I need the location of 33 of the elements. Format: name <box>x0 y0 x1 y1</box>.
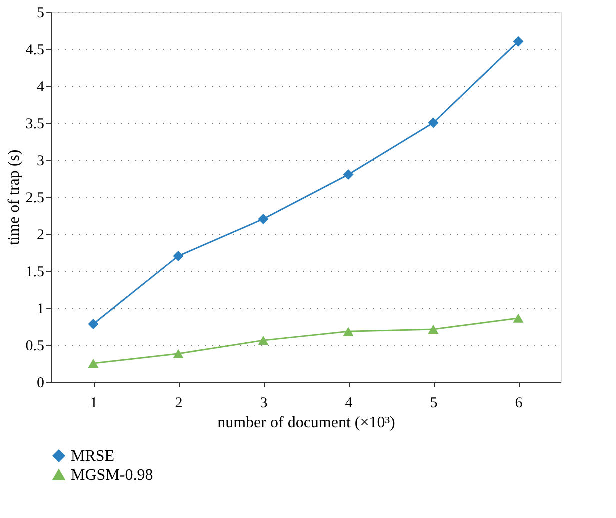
y-tick-label: 1 <box>37 302 44 318</box>
x-tick-label: 2 <box>175 396 183 412</box>
x-tick-label: 5 <box>430 396 438 412</box>
point <box>428 118 439 128</box>
legend-label: MGSM-0.98 <box>71 467 154 484</box>
y-tick-label: 2 <box>37 228 44 244</box>
point <box>258 336 269 346</box>
x-tick-label: 6 <box>515 396 524 412</box>
y-tick-label: 3.5 <box>26 116 44 132</box>
point <box>173 250 184 262</box>
y-tick-label: 5 <box>37 6 44 22</box>
x-tick-label: 3 <box>260 396 268 412</box>
point <box>343 327 354 336</box>
y-tick-label: 4 <box>37 80 45 96</box>
y-axis-title: time of trap (s) <box>6 150 23 246</box>
y-tick-label: 3 <box>37 154 44 170</box>
point <box>343 170 354 180</box>
point <box>88 319 99 330</box>
point <box>428 324 439 334</box>
point <box>88 358 99 368</box>
y-tick-label: 2.5 <box>26 190 44 206</box>
legend-label: MRSE <box>71 448 115 465</box>
y-tick-label: 0.5 <box>26 338 44 354</box>
y-tick-label: 1.5 <box>26 264 44 280</box>
x-tick-label: 1 <box>90 396 98 412</box>
point <box>258 214 269 224</box>
x-axis-title: number of document (×10³) <box>218 414 396 432</box>
point <box>173 349 184 358</box>
y-tick-label: 0 <box>37 376 44 392</box>
x-tick-label: 4 <box>345 396 354 412</box>
y-tick-label: 4.5 <box>26 42 44 58</box>
point <box>513 314 524 323</box>
point <box>513 36 524 47</box>
